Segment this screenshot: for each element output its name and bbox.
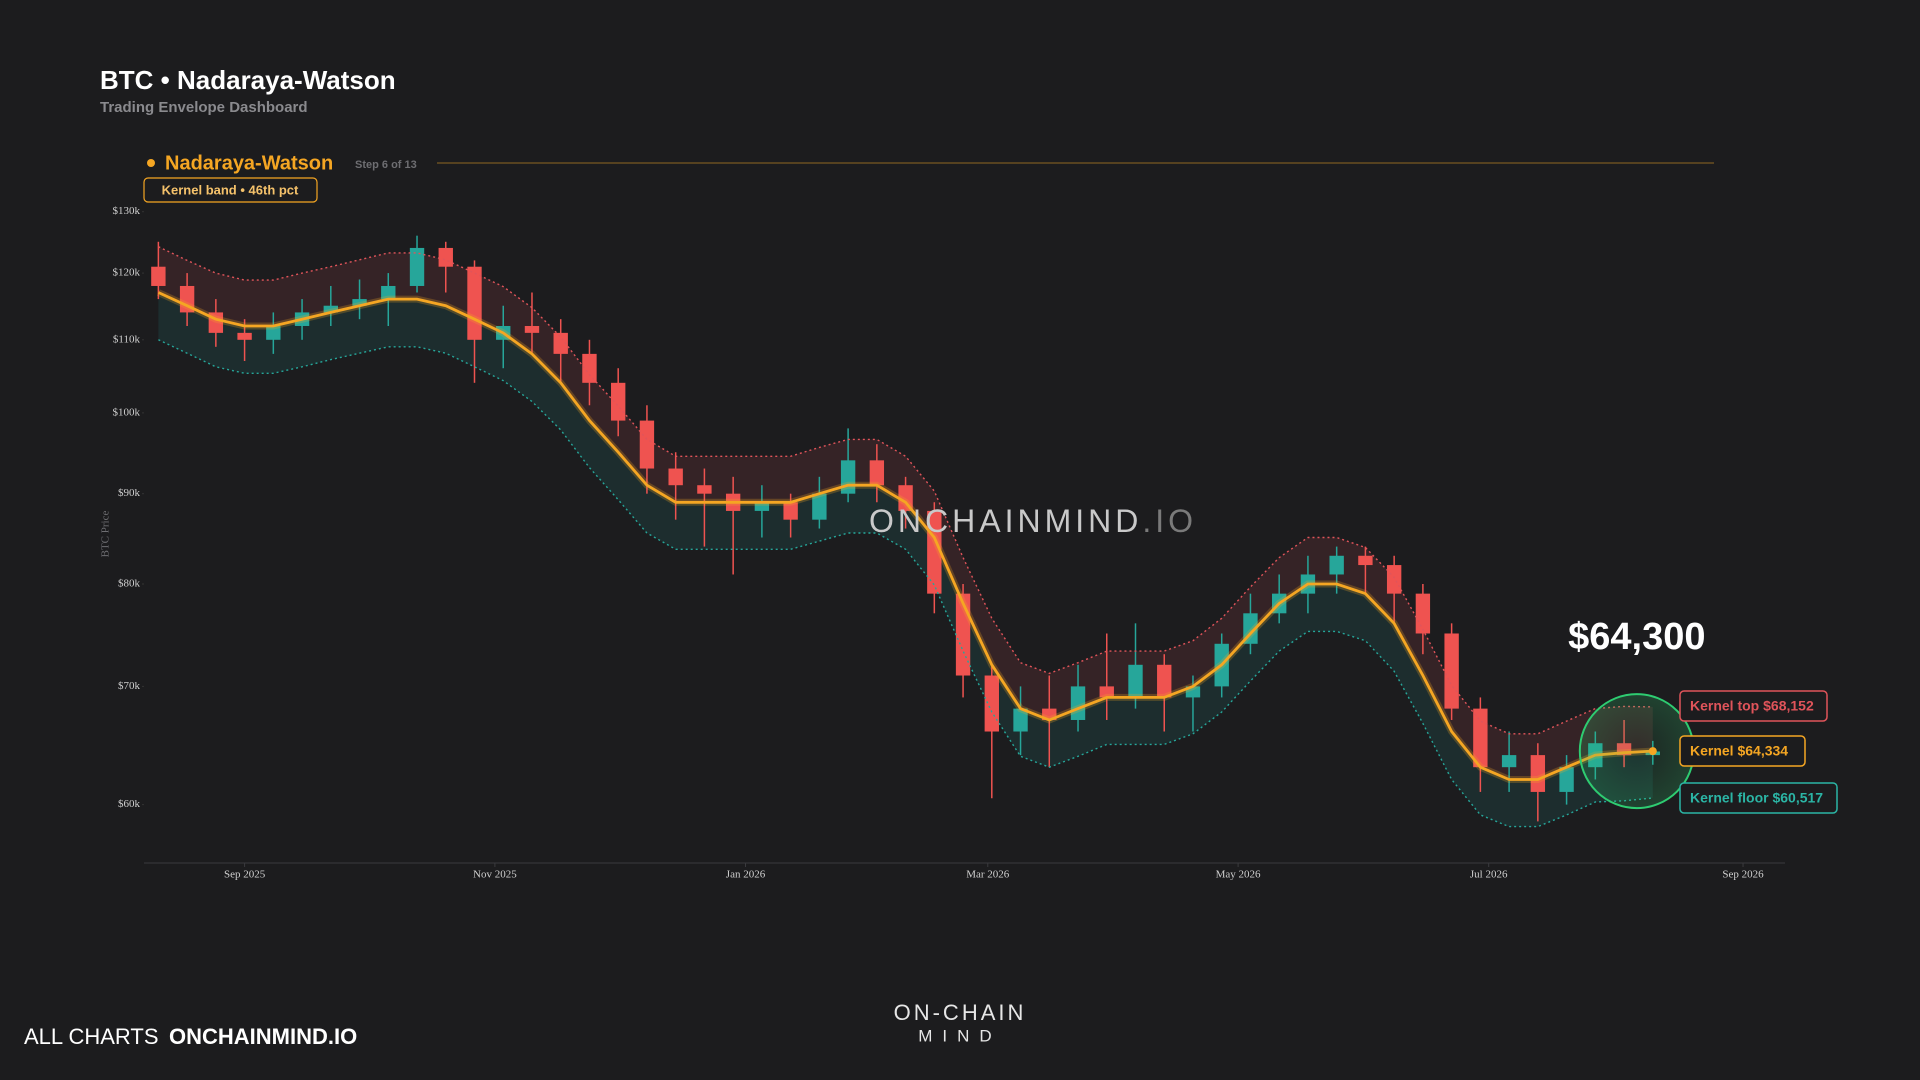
candle-body <box>1358 555 1373 566</box>
kernel-end-dot <box>1648 747 1657 756</box>
brand-top: ON-CHAIN <box>894 1000 1027 1025</box>
band-lower-fill <box>158 292 1653 827</box>
y-tick-label: $110k <box>113 333 141 345</box>
x-tick-label: May 2026 <box>1216 869 1261 881</box>
candle-body <box>1099 686 1114 698</box>
candle-body <box>1530 755 1546 792</box>
callout-box <box>1679 782 1838 814</box>
step-label: Step 6 of 13 <box>355 159 417 171</box>
kernel-floor-line <box>158 339 1653 828</box>
candle-body <box>783 502 798 520</box>
y-tick-label: $120k <box>113 267 141 279</box>
candle-body <box>553 332 568 354</box>
subtitle: Trading Envelope Dashboard <box>100 99 308 116</box>
y-tick-label: $60k <box>118 798 141 810</box>
y-tick-label: $130k <box>113 205 141 217</box>
candle-body <box>697 485 712 494</box>
badge-box <box>143 177 318 203</box>
watermark-main: ONCHAINMIND <box>869 503 1142 539</box>
x-tick-label: Jan 2026 <box>726 869 766 881</box>
candle-body <box>1329 555 1344 575</box>
y-axis-label: BTC Price <box>100 511 112 558</box>
candle-body <box>582 353 597 383</box>
callout-box <box>1679 735 1806 767</box>
y-tick-label: $80k <box>118 578 141 590</box>
candle-body <box>381 285 396 300</box>
candle-body <box>1185 686 1201 698</box>
legend-dot <box>147 159 155 167</box>
candle-body <box>1013 708 1028 732</box>
candle-body <box>438 247 453 267</box>
candle-body <box>754 502 770 511</box>
plot: $60k $70k $80k $90k $100k $110k $120k $130k Sep … <box>113 205 1838 881</box>
badge: Kernel band • 46th pct <box>162 182 299 197</box>
candle-body <box>151 266 166 286</box>
candle-body <box>1157 664 1172 698</box>
kernel-top-line <box>158 246 1653 735</box>
legend-label: Nadaraya-Watson <box>165 152 333 174</box>
footer-all-charts[interactable]: ALL CHARTS <box>24 1024 159 1049</box>
watermark: ONCHAINMIND.IO <box>869 503 1197 539</box>
last-price: $64,300 <box>1568 616 1705 658</box>
x-tick-label: Jul 2026 <box>1470 869 1508 881</box>
callout-label: Kernel top $68,152 <box>1690 698 1814 714</box>
candle-body <box>1501 755 1517 768</box>
candle-body <box>611 382 626 421</box>
candle-body <box>409 247 425 286</box>
callout-label: Kernel floor $60,517 <box>1690 790 1823 806</box>
candle-body <box>1559 767 1574 792</box>
candle-body <box>467 266 482 340</box>
candle-body <box>1473 708 1488 768</box>
x-tick-label: Sep 2025 <box>224 869 266 881</box>
watermark-suffix: .IO <box>1142 503 1197 539</box>
y-tick-label: $90k <box>118 487 141 499</box>
band-upper-fill <box>158 246 1653 780</box>
callout-box <box>1679 690 1828 722</box>
x-tick-label: Sep 2026 <box>1722 869 1764 881</box>
callout-label: Kernel $64,334 <box>1690 743 1788 759</box>
x-tick-label: Nov 2025 <box>473 869 517 881</box>
candle-body <box>266 325 281 340</box>
candle-body <box>1444 633 1459 709</box>
candle-body <box>524 325 540 333</box>
candle-body <box>1042 708 1057 720</box>
candle-body <box>984 675 999 732</box>
candle-body <box>668 468 683 486</box>
y-tick-label: $70k <box>118 680 141 692</box>
candle-body <box>812 493 827 520</box>
y-tick-label: $100k <box>113 406 141 418</box>
footer-site[interactable]: ONCHAINMIND.IO <box>169 1024 357 1049</box>
brand-bottom: MIND <box>918 1026 1001 1045</box>
candle-body <box>1386 565 1402 594</box>
candle-body <box>1415 593 1431 634</box>
candle-body <box>1128 664 1143 698</box>
candle-body <box>1070 686 1086 720</box>
candle-body <box>352 299 367 306</box>
candle-body <box>179 285 195 313</box>
candle-body <box>869 460 885 486</box>
candle-body <box>639 420 655 469</box>
x-tick-label: Mar 2026 <box>966 869 1010 881</box>
candle-body <box>237 332 252 340</box>
candle-body <box>323 305 338 313</box>
kernel-line <box>157 291 1653 781</box>
focus-circle <box>1578 693 1695 810</box>
title: BTC • Nadaraya-Watson <box>100 65 396 95</box>
